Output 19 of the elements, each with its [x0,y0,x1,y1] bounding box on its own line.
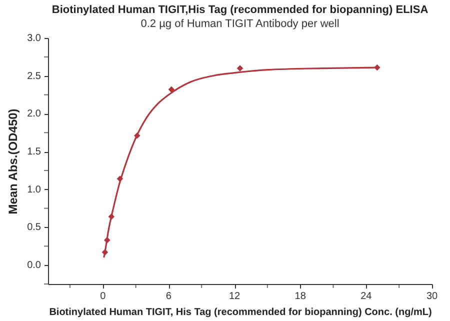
x-tick-label: 24 [360,291,372,302]
y-tick-label: 2.0 [27,108,42,120]
x-tick-label: 30 [426,291,438,302]
x-tick-label: 18 [294,291,306,302]
point [168,86,175,93]
y-tick-label: 1.0 [27,184,42,196]
y-tick-label: 0.0 [27,260,42,272]
y-tick-label: 1.5 [27,146,42,158]
y-axis-title: Mean Abs.(OD450) [6,108,20,214]
x-tick-label: 6 [166,291,172,302]
chart-title: Biotinylated Human TIGIT,His Tag (recommended for biopanning) ELISA [52,4,428,16]
point [236,65,244,72]
x-tick-label: 0 [100,291,106,302]
y-tick-label: 3.0 [27,33,42,44]
y-tick-label: 0.5 [27,222,42,234]
chart-subtitle: 0.2 µg of Human TIGIT Antibody per well [140,18,340,30]
x-axis-title: Biotinylated Human TIGIT, His Tag (recommended for biopanning) Conc. (ng/mL) [49,307,432,318]
x-tick-label: 12 [228,291,241,302]
y-tick-label: 2.5 [27,70,42,82]
